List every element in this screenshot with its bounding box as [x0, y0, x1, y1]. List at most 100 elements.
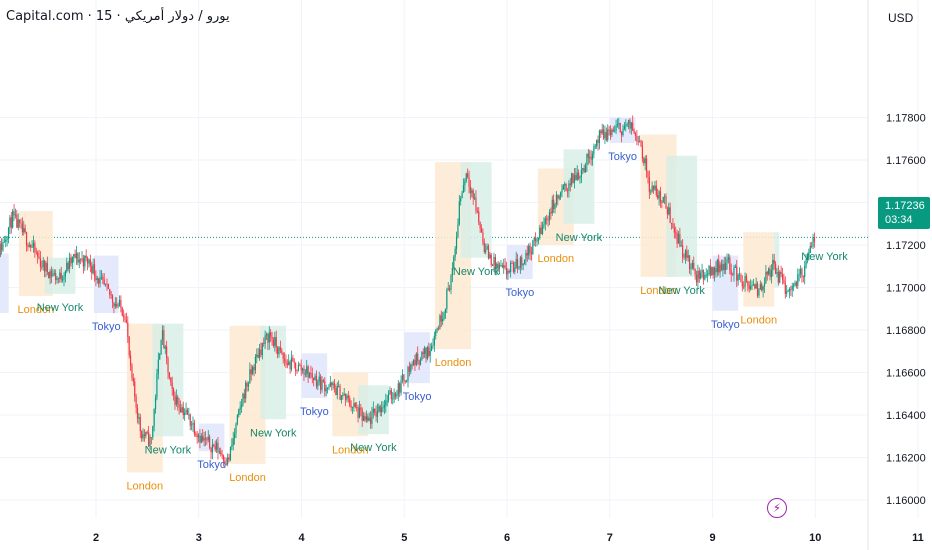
candle-body — [292, 357, 294, 362]
session-label: Tokyo — [403, 391, 432, 403]
candle-body — [682, 245, 684, 258]
date-tick-label: 2 — [93, 532, 99, 544]
candle-body — [131, 365, 133, 379]
candle-body — [229, 446, 232, 460]
candle-body — [658, 191, 660, 199]
candle-body — [666, 208, 668, 215]
candle-body — [91, 265, 93, 274]
candle-body — [200, 435, 202, 443]
candle-body — [250, 369, 252, 374]
candle-body — [446, 289, 448, 309]
candle-body — [196, 434, 198, 438]
candle-body — [160, 339, 162, 355]
candle-body — [45, 262, 47, 272]
candle-body — [392, 398, 394, 400]
candle-body — [723, 263, 725, 271]
candle-body — [432, 345, 434, 347]
candle-body — [32, 242, 35, 248]
candle-body — [698, 270, 700, 279]
candle-body — [63, 276, 65, 280]
candle-body — [668, 207, 670, 215]
candle-body — [152, 426, 154, 438]
candle-body — [339, 386, 341, 400]
candle-body — [605, 132, 607, 141]
candle-body — [550, 211, 552, 214]
candle-body — [381, 407, 383, 413]
lightning-icon[interactable]: ⚡︎ — [767, 498, 787, 518]
candle-body — [6, 238, 8, 240]
candle-body — [539, 227, 541, 239]
candle-body — [750, 286, 752, 289]
time-axis[interactable]: 2 3 4 5 6 7 9 10 11 — [93, 532, 924, 544]
candle-body — [367, 416, 369, 421]
candle-body — [99, 277, 101, 284]
candle-body — [86, 257, 89, 264]
candle-body — [188, 414, 190, 416]
currency-label[interactable]: USD — [888, 11, 914, 25]
candle-body — [540, 227, 542, 234]
session-label: New York — [350, 442, 397, 454]
date-tick-label: 10 — [809, 532, 821, 544]
candle-body — [364, 415, 366, 421]
candle-body — [725, 262, 727, 271]
candle-body — [799, 268, 802, 275]
candle-body — [465, 173, 467, 181]
candle-body — [705, 274, 707, 276]
candle-body — [643, 158, 645, 164]
candle-body — [476, 210, 478, 212]
candle-body — [177, 396, 179, 404]
candle-body — [389, 390, 391, 394]
candle-body — [623, 126, 625, 129]
candle-body — [532, 240, 534, 255]
candle-body — [756, 283, 759, 296]
candle-body — [0, 243, 3, 251]
candle-body — [519, 257, 521, 268]
candle-body — [385, 401, 387, 406]
price-tick-label: 1.17600 — [886, 155, 926, 167]
candle-body — [744, 276, 746, 287]
candle-body — [114, 303, 116, 307]
candle-body — [634, 133, 637, 136]
candle-body — [518, 267, 520, 269]
candle-body — [197, 435, 200, 438]
session-label: New York — [801, 251, 848, 263]
candle-body — [288, 361, 290, 366]
candle-body — [189, 414, 191, 426]
price-axis[interactable]: 1.178001.176001.174001.172001.170001.168… — [886, 113, 926, 508]
candle-body — [346, 395, 348, 400]
candle-body — [694, 268, 696, 275]
candle-body — [537, 238, 539, 241]
session-label: Tokyo — [92, 321, 121, 333]
candle-body — [449, 288, 451, 290]
candle-body — [729, 257, 731, 271]
candle-body — [314, 375, 316, 381]
candle-body — [204, 438, 207, 440]
candle-body — [95, 275, 97, 280]
candle-body — [19, 219, 21, 223]
candle-body — [49, 271, 51, 279]
candle-body — [78, 259, 80, 263]
candle-body — [684, 250, 687, 258]
candle-body — [597, 139, 599, 144]
candle-body — [307, 366, 309, 378]
candle-body — [227, 457, 229, 465]
candle-body — [338, 386, 340, 387]
candle-body — [71, 256, 73, 264]
candle-body — [67, 262, 69, 270]
candle-body — [401, 374, 404, 381]
candle-body — [318, 376, 320, 382]
candle-body — [62, 279, 64, 281]
candle-body — [467, 173, 469, 178]
candlesticks — [0, 115, 816, 469]
candle-body — [453, 256, 455, 269]
candle-body — [784, 283, 786, 294]
candle-body — [686, 250, 688, 258]
candle-body — [497, 263, 499, 269]
candle-body — [440, 315, 442, 322]
candle-body — [600, 130, 602, 134]
candle-body — [88, 259, 90, 264]
candle-body — [60, 272, 62, 280]
candle-body — [170, 377, 172, 383]
candle-body — [386, 400, 388, 402]
